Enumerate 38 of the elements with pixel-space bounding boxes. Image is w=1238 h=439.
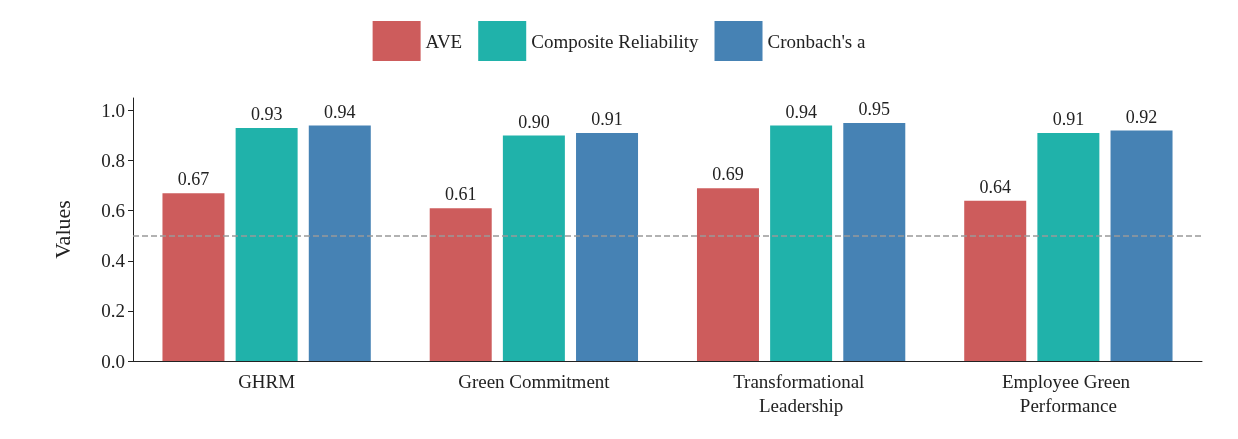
bar bbox=[770, 125, 833, 361]
bar bbox=[429, 208, 492, 361]
text: 0.94 bbox=[785, 101, 817, 122]
legend-label: Cronbach's a bbox=[767, 30, 866, 52]
text: 0.64 bbox=[979, 176, 1011, 197]
bar bbox=[235, 128, 298, 361]
x-tick-label: Transformational Leadership bbox=[733, 370, 870, 416]
text: 0.93 bbox=[250, 104, 283, 125]
text: 0.91 bbox=[1052, 109, 1085, 130]
y-tick-label: 0.6 bbox=[101, 200, 125, 222]
bar bbox=[1037, 133, 1100, 361]
text: 0.95 bbox=[858, 99, 891, 120]
legend-label: AVE bbox=[425, 30, 463, 52]
y-tick-label: 0.0 bbox=[101, 350, 125, 372]
x-tick-label: GHRM bbox=[238, 370, 296, 392]
legend-label: Composite Reliability bbox=[531, 30, 700, 52]
y-tick-label: 0.8 bbox=[101, 150, 125, 172]
y-tick-label: 0.4 bbox=[101, 250, 126, 272]
y-axis-title: Values bbox=[49, 200, 75, 259]
bar bbox=[696, 188, 759, 361]
bar bbox=[162, 193, 225, 361]
bar bbox=[843, 123, 906, 361]
text: 0.69 bbox=[712, 164, 744, 185]
text: 0.67 bbox=[177, 169, 210, 190]
text: 0.92 bbox=[1125, 106, 1158, 127]
bar bbox=[308, 125, 371, 361]
bar bbox=[964, 200, 1027, 361]
y-tick-label: 0.2 bbox=[101, 300, 125, 322]
y-tick-label: 1.0 bbox=[101, 100, 125, 122]
x-tick-label: Green Commitment bbox=[458, 370, 611, 392]
bar bbox=[502, 135, 565, 361]
bar bbox=[1110, 130, 1173, 361]
text: 0.61 bbox=[444, 184, 477, 205]
x-tick-label: Employee Green Performance bbox=[1001, 370, 1135, 416]
text: 0.94 bbox=[324, 101, 356, 122]
text: 0.91 bbox=[591, 109, 623, 130]
text: 0.90 bbox=[518, 111, 550, 132]
bar bbox=[576, 133, 639, 361]
